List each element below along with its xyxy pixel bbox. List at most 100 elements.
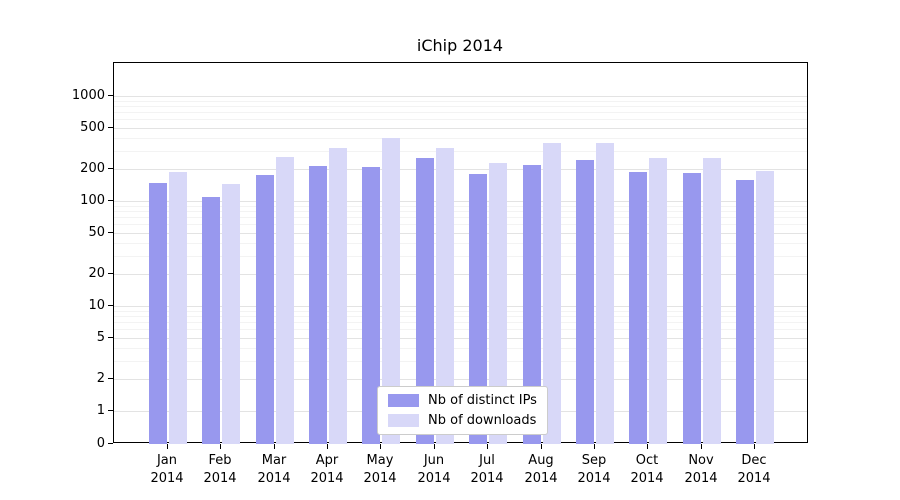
- major-gridline: [114, 169, 807, 170]
- x-tick-label: Aug 2014: [524, 453, 558, 486]
- minor-gridline: [114, 361, 807, 362]
- minor-gridline: [114, 112, 807, 113]
- x-tick-label: Oct 2014: [630, 453, 664, 486]
- y-tick-label: 1000: [71, 88, 105, 103]
- bar-nb-of-distinct-ips-sep-2014: [576, 160, 594, 444]
- x-tick-mark: [274, 444, 275, 449]
- y-tick-mark: [108, 127, 113, 128]
- minor-gridline: [114, 106, 807, 107]
- legend: Nb of distinct IPs Nb of downloads: [377, 386, 548, 435]
- minor-gridline: [114, 224, 807, 225]
- bar-nb-of-downloads-jul-2014: [489, 163, 507, 444]
- bar-nb-of-distinct-ips-may-2014: [362, 167, 380, 444]
- minor-gridline: [114, 348, 807, 349]
- major-gridline: [114, 379, 807, 380]
- y-tick-mark: [108, 168, 113, 169]
- y-tick-mark: [108, 232, 113, 233]
- x-tick-label: Jun 2014: [417, 453, 451, 486]
- bar-nb-of-downloads-nov-2014: [703, 158, 721, 444]
- minor-gridline: [114, 206, 807, 207]
- bar-nb-of-downloads-jan-2014: [169, 172, 187, 444]
- y-tick-label: 50: [88, 225, 105, 240]
- x-tick-mark: [220, 444, 221, 449]
- x-tick-label: Jan 2014: [150, 453, 184, 486]
- bar-nb-of-distinct-ips-jul-2014: [469, 174, 487, 444]
- y-tick-label: 1: [96, 403, 105, 418]
- major-gridline: [114, 233, 807, 234]
- minor-gridline: [114, 243, 807, 244]
- y-tick-label: 100: [80, 193, 105, 208]
- minor-gridline: [114, 101, 807, 102]
- bar-nb-of-downloads-apr-2014: [329, 148, 347, 444]
- y-tick-label: 200: [80, 161, 105, 176]
- x-tick-mark: [541, 444, 542, 449]
- x-tick-mark: [380, 444, 381, 449]
- x-tick-label: Nov 2014: [684, 453, 718, 486]
- plot-area: Nb of distinct IPs Nb of downloads: [113, 62, 808, 444]
- minor-gridline: [114, 322, 807, 323]
- bar-nb-of-downloads-oct-2014: [649, 158, 667, 444]
- y-tick-mark: [108, 305, 113, 306]
- y-tick-mark: [108, 443, 113, 444]
- minor-gridline: [114, 151, 807, 152]
- bar-nb-of-distinct-ips-oct-2014: [629, 172, 647, 444]
- y-tick-label: 500: [80, 120, 105, 135]
- major-gridline: [114, 201, 807, 202]
- x-tick-mark: [647, 444, 648, 449]
- bar-nb-of-distinct-ips-aug-2014: [523, 165, 541, 444]
- minor-gridline: [114, 217, 807, 218]
- x-tick-label: Apr 2014: [310, 453, 344, 486]
- x-tick-label: Sep 2014: [577, 453, 611, 486]
- minor-gridline: [114, 311, 807, 312]
- x-tick-mark: [434, 444, 435, 449]
- bar-nb-of-distinct-ips-dec-2014: [736, 180, 754, 444]
- minor-gridline: [114, 256, 807, 257]
- bar-nb-of-downloads-feb-2014: [222, 184, 240, 444]
- bar-nb-of-downloads-dec-2014: [756, 171, 774, 444]
- x-tick-label: Jul 2014: [470, 453, 504, 486]
- bar-nb-of-downloads-aug-2014: [543, 143, 561, 444]
- x-tick-label: Mar 2014: [257, 453, 291, 486]
- y-tick-mark: [108, 273, 113, 274]
- legend-label-distinct-ips: Nb of distinct IPs: [428, 393, 537, 408]
- y-tick-label: 20: [88, 266, 105, 281]
- x-tick-mark: [754, 444, 755, 449]
- bar-nb-of-distinct-ips-apr-2014: [309, 166, 327, 444]
- legend-item-downloads: Nb of downloads: [388, 413, 537, 428]
- y-tick-label: 2: [96, 371, 105, 386]
- y-tick-label: 10: [88, 298, 105, 313]
- bar-nb-of-downloads-mar-2014: [276, 157, 294, 444]
- x-tick-label: Feb 2014: [203, 453, 237, 486]
- bar-nb-of-distinct-ips-feb-2014: [202, 197, 220, 444]
- chart-title: iChip 2014: [416, 36, 504, 55]
- minor-gridline: [114, 211, 807, 212]
- x-tick-mark: [701, 444, 702, 449]
- x-tick-mark: [167, 444, 168, 449]
- bar-nb-of-distinct-ips-jun-2014: [416, 158, 434, 444]
- bar-nb-of-distinct-ips-jan-2014: [149, 183, 167, 444]
- legend-label-downloads: Nb of downloads: [428, 413, 537, 428]
- minor-gridline: [114, 138, 807, 139]
- major-gridline: [114, 338, 807, 339]
- x-tick-mark: [487, 444, 488, 449]
- x-tick-label: May 2014: [363, 453, 397, 486]
- y-tick-mark: [108, 200, 113, 201]
- major-gridline: [114, 128, 807, 129]
- major-gridline: [114, 306, 807, 307]
- y-tick-mark: [108, 410, 113, 411]
- y-tick-mark: [108, 337, 113, 338]
- bar-nb-of-distinct-ips-nov-2014: [683, 173, 701, 444]
- major-gridline: [114, 96, 807, 97]
- bar-nb-of-distinct-ips-mar-2014: [256, 175, 274, 444]
- y-tick-mark: [108, 378, 113, 379]
- legend-swatch-downloads: [388, 414, 419, 427]
- bar-nb-of-downloads-sep-2014: [596, 143, 614, 444]
- minor-gridline: [114, 329, 807, 330]
- legend-item-distinct-ips: Nb of distinct IPs: [388, 393, 537, 408]
- y-tick-label: 0: [96, 436, 105, 451]
- y-tick-mark: [108, 95, 113, 96]
- x-tick-mark: [594, 444, 595, 449]
- x-tick-label: Dec 2014: [737, 453, 771, 486]
- bar-nb-of-downloads-jun-2014: [436, 148, 454, 444]
